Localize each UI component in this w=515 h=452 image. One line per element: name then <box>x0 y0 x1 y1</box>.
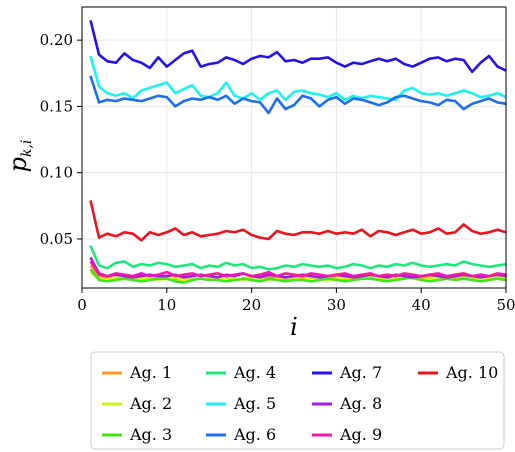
axis-ticks: 0 10 20 30 40 50 0.05 0.10 0.15 0.20 <box>40 31 515 314</box>
series-line-ag-5 <box>89 55 507 102</box>
y-tick-label: 0.15 <box>40 97 73 115</box>
y-axis-label-main: p <box>4 157 32 172</box>
legend-label-ag-1: Ag. 1 <box>129 363 172 382</box>
x-tick-label: 50 <box>496 296 515 314</box>
series-lines <box>89 19 507 285</box>
legend-label-ag-5: Ag. 5 <box>233 394 276 413</box>
series-line-ag-4 <box>89 245 507 271</box>
series-line-ag-10 <box>89 200 507 242</box>
series-line-ag-3 <box>89 268 507 285</box>
legend-box <box>90 351 505 450</box>
legend-label-ag-10: Ag. 10 <box>445 363 498 382</box>
legend: Ag. 1 Ag. 2 Ag. 3 Ag. 4 Ag. 5 Ag. 6 Ag. 7 Ag. 8… <box>90 351 505 450</box>
legend-label-ag-4: Ag. 4 <box>233 363 276 382</box>
x-tick-label: 10 <box>157 296 176 314</box>
legend-label-ag-8: Ag. 8 <box>339 394 382 413</box>
x-axis-label: i <box>290 313 298 341</box>
x-tick-label: 0 <box>77 296 87 314</box>
series-line-ag-6 <box>89 75 507 115</box>
y-axis-label-subscript: k,i <box>19 140 35 157</box>
legend-label-ag-3: Ag. 3 <box>129 425 172 444</box>
legend-label-ag-2: Ag. 2 <box>129 394 172 413</box>
y-tick-label: 0.10 <box>40 164 73 182</box>
y-axis-label: pk,i <box>4 140 35 173</box>
x-tick-label: 40 <box>412 296 431 314</box>
x-tick-label: 20 <box>242 296 261 314</box>
legend-label-ag-9: Ag. 9 <box>339 425 382 444</box>
legend-label-ag-6: Ag. 6 <box>233 425 276 444</box>
series-line-ag-7 <box>89 19 507 74</box>
series-line-ag-9 <box>89 260 507 278</box>
y-tick-label: 0.05 <box>40 230 73 248</box>
legend-label-ag-7: Ag. 7 <box>339 363 382 382</box>
plot-frame <box>81 6 507 289</box>
x-tick-label: 30 <box>327 296 346 314</box>
y-tick-label: 0.20 <box>40 31 73 49</box>
grid-lines <box>81 7 507 288</box>
